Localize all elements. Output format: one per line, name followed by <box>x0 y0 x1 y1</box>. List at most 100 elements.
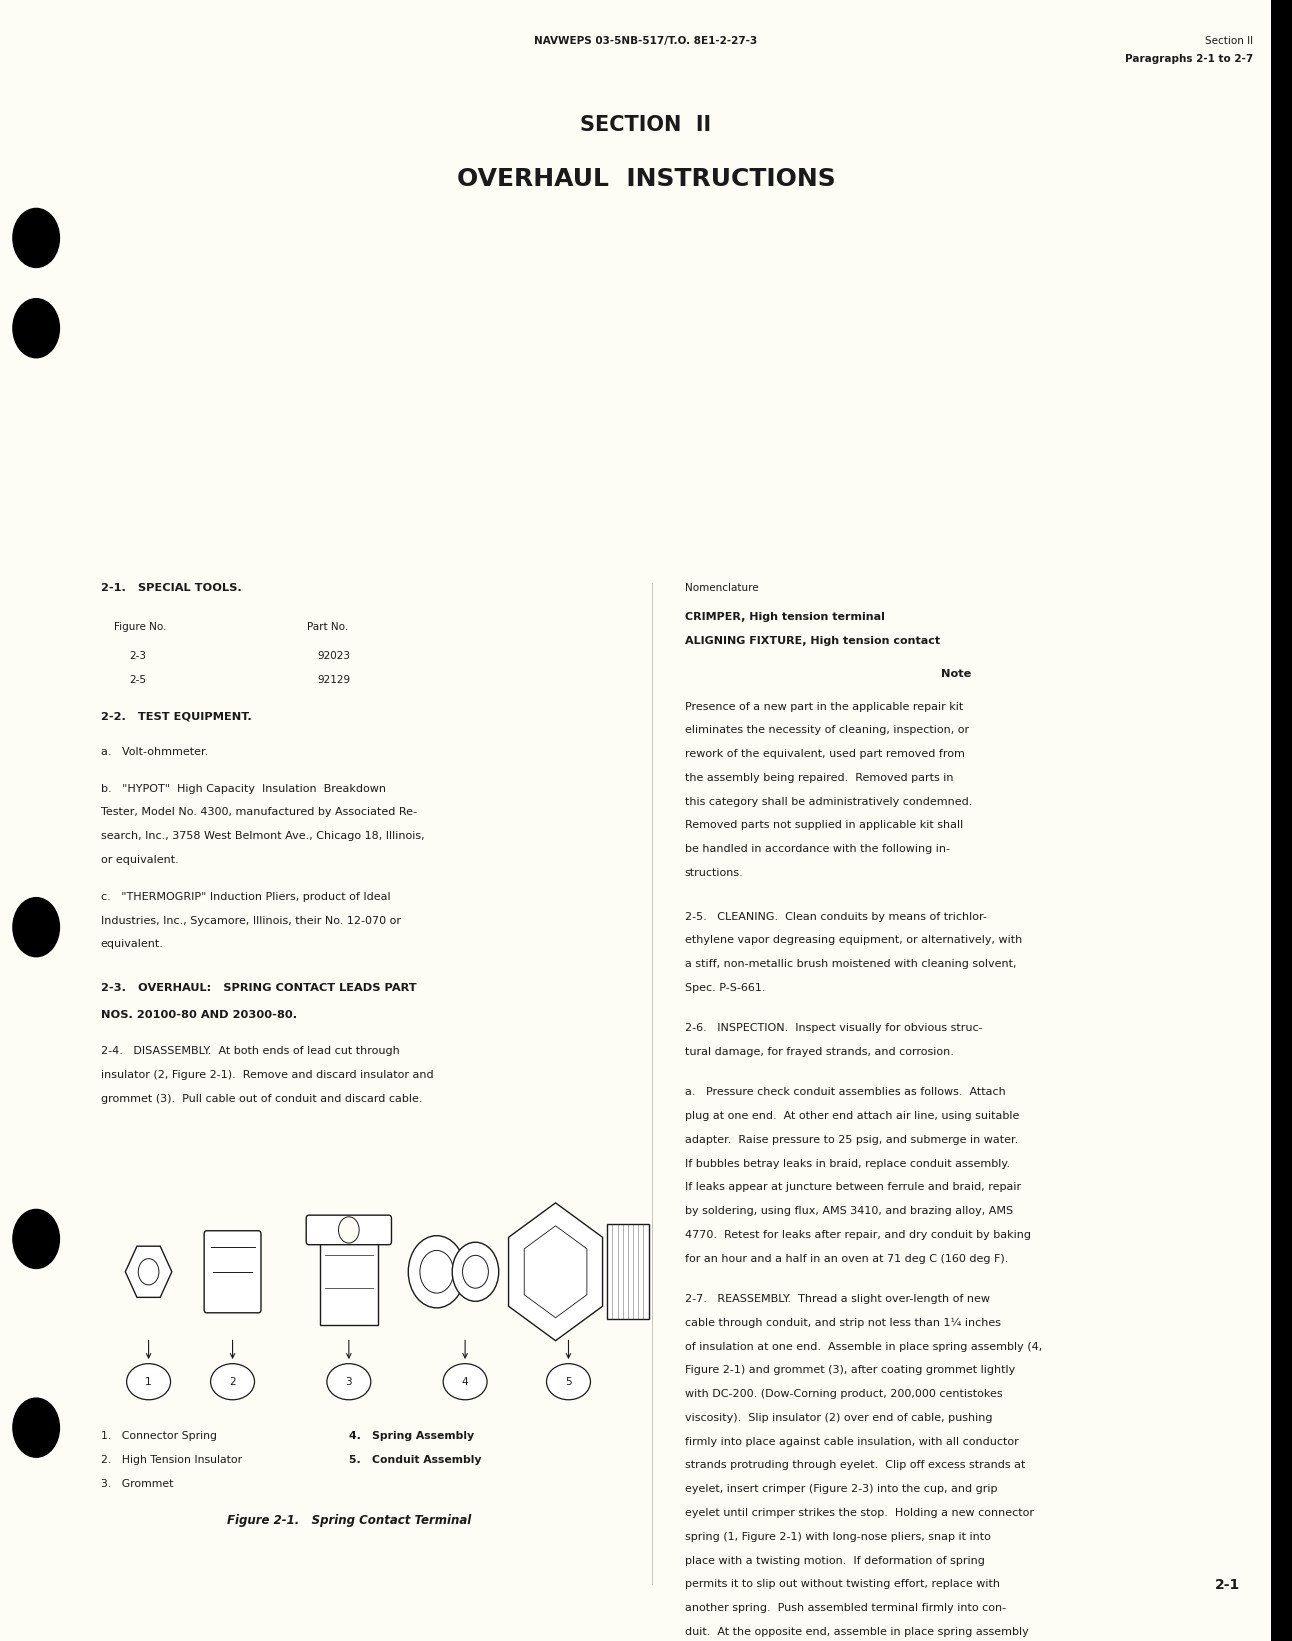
Text: adapter.  Raise pressure to 25 psig, and submerge in water.: adapter. Raise pressure to 25 psig, and … <box>685 1136 1018 1145</box>
Text: spring (1, Figure 2-1) with long-nose pliers, snap it into: spring (1, Figure 2-1) with long-nose pl… <box>685 1533 991 1543</box>
Text: a.   Volt-ohmmeter.: a. Volt-ohmmeter. <box>101 748 208 758</box>
Text: Industries, Inc., Sycamore, Illinois, their No. 12-070 or: Industries, Inc., Sycamore, Illinois, th… <box>101 916 401 926</box>
Text: 1: 1 <box>145 1377 152 1387</box>
FancyBboxPatch shape <box>204 1231 261 1313</box>
Text: by soldering, using flux, AMS 3410, and brazing alloy, AMS: by soldering, using flux, AMS 3410, and … <box>685 1206 1013 1216</box>
Text: rework of the equivalent, used part removed from: rework of the equivalent, used part remo… <box>685 748 965 760</box>
Text: insulator (2, Figure 2-1).  Remove and discard insulator and: insulator (2, Figure 2-1). Remove and di… <box>101 1070 433 1080</box>
Circle shape <box>463 1255 488 1288</box>
Text: CRIMPER, High tension terminal: CRIMPER, High tension terminal <box>685 612 885 622</box>
Text: 2.   High Tension Insulator: 2. High Tension Insulator <box>101 1454 242 1465</box>
Ellipse shape <box>127 1364 171 1400</box>
Text: Nomenclature: Nomenclature <box>685 583 758 592</box>
Text: permits it to slip out without twisting effort, replace with: permits it to slip out without twisting … <box>685 1580 1000 1590</box>
Text: be handled in accordance with the following in-: be handled in accordance with the follow… <box>685 843 950 855</box>
Ellipse shape <box>443 1364 487 1400</box>
Text: Part No.: Part No. <box>307 622 349 632</box>
Text: a stiff, non-metallic brush moistened with cleaning solvent,: a stiff, non-metallic brush moistened wi… <box>685 958 1017 970</box>
Text: or equivalent.: or equivalent. <box>101 855 178 865</box>
Text: structions.: structions. <box>685 868 743 878</box>
Text: cable through conduit, and strip not less than 1¼ inches: cable through conduit, and strip not les… <box>685 1318 1001 1328</box>
Text: SECTION  II: SECTION II <box>580 115 712 135</box>
Text: strands protruding through eyelet.  Clip off excess strands at: strands protruding through eyelet. Clip … <box>685 1460 1025 1470</box>
Text: 1.   Connector Spring: 1. Connector Spring <box>101 1431 217 1441</box>
Text: grommet (3).  Pull cable out of conduit and discard cable.: grommet (3). Pull cable out of conduit a… <box>101 1095 422 1104</box>
Circle shape <box>138 1259 159 1285</box>
Text: Presence of a new part in the applicable repair kit: Presence of a new part in the applicable… <box>685 702 963 712</box>
Text: 5: 5 <box>565 1377 572 1387</box>
Text: Note: Note <box>941 670 972 679</box>
Text: Spec. P-S-661.: Spec. P-S-661. <box>685 983 765 993</box>
Text: eyelet until crimper strikes the stop.  Holding a new connector: eyelet until crimper strikes the stop. H… <box>685 1508 1034 1518</box>
Text: 2-1.   SPECIAL TOOLS.: 2-1. SPECIAL TOOLS. <box>101 583 242 592</box>
Text: duit.  At the opposite end, assemble in place spring assembly: duit. At the opposite end, assemble in p… <box>685 1628 1028 1638</box>
Text: Paragraphs 2-1 to 2-7: Paragraphs 2-1 to 2-7 <box>1125 54 1253 64</box>
Circle shape <box>13 208 59 267</box>
Text: 3: 3 <box>345 1377 353 1387</box>
Text: ethylene vapor degreasing equipment, or alternatively, with: ethylene vapor degreasing equipment, or … <box>685 935 1022 945</box>
Text: 4.   Spring Assembly: 4. Spring Assembly <box>349 1431 474 1441</box>
Text: equivalent.: equivalent. <box>101 939 164 950</box>
Text: of insulation at one end.  Assemble in place spring assembly (4,: of insulation at one end. Assemble in pl… <box>685 1342 1043 1352</box>
Text: If bubbles betray leaks in braid, replace conduit assembly.: If bubbles betray leaks in braid, replac… <box>685 1159 1010 1168</box>
Text: 2-6.   INSPECTION.  Inspect visually for obvious struc-: 2-6. INSPECTION. Inspect visually for ob… <box>685 1022 982 1034</box>
Text: 2-3: 2-3 <box>129 651 146 661</box>
Text: 92129: 92129 <box>318 676 351 686</box>
Text: Figure 2-1) and grommet (3), after coating grommet lightly: Figure 2-1) and grommet (3), after coati… <box>685 1365 1016 1375</box>
Text: NOS. 20100-80 AND 20300-80.: NOS. 20100-80 AND 20300-80. <box>101 1011 297 1021</box>
Circle shape <box>408 1236 465 1308</box>
Circle shape <box>420 1250 453 1293</box>
Text: 2-1: 2-1 <box>1214 1577 1240 1592</box>
Circle shape <box>13 898 59 957</box>
Text: Removed parts not supplied in applicable kit shall: Removed parts not supplied in applicable… <box>685 820 963 830</box>
Text: 2-5: 2-5 <box>129 676 146 686</box>
Text: 2: 2 <box>229 1377 236 1387</box>
Text: 2-3.   OVERHAUL:   SPRING CONTACT LEADS PART: 2-3. OVERHAUL: SPRING CONTACT LEADS PART <box>101 983 416 993</box>
Text: If leaks appear at juncture between ferrule and braid, repair: If leaks appear at juncture between ferr… <box>685 1182 1021 1193</box>
Text: Figure No.: Figure No. <box>114 622 167 632</box>
Text: 2-4.   DISASSEMBLY.  At both ends of lead cut through: 2-4. DISASSEMBLY. At both ends of lead c… <box>101 1047 399 1057</box>
Text: with DC-200. (Dow-Corning product, 200,000 centistokes: with DC-200. (Dow-Corning product, 200,0… <box>685 1388 1003 1400</box>
Text: 2-7.   REASSEMBLY.  Thread a slight over-length of new: 2-7. REASSEMBLY. Thread a slight over-le… <box>685 1293 990 1305</box>
Text: another spring.  Push assembled terminal firmly into con-: another spring. Push assembled terminal … <box>685 1603 1006 1613</box>
Text: 2-2.   TEST EQUIPMENT.: 2-2. TEST EQUIPMENT. <box>101 712 252 722</box>
Text: ALIGNING FIXTURE, High tension contact: ALIGNING FIXTURE, High tension contact <box>685 635 939 647</box>
Text: c.   "THERMOGRIP" Induction Pliers, product of Ideal: c. "THERMOGRIP" Induction Pliers, produc… <box>101 893 390 903</box>
FancyBboxPatch shape <box>320 1218 379 1326</box>
Text: 3.   Grommet: 3. Grommet <box>101 1479 173 1488</box>
Ellipse shape <box>327 1364 371 1400</box>
Circle shape <box>13 299 59 358</box>
Bar <box>607 1224 649 1319</box>
Text: for an hour and a half in an oven at 71 deg C (160 deg F).: for an hour and a half in an oven at 71 … <box>685 1254 1008 1264</box>
Text: 5.   Conduit Assembly: 5. Conduit Assembly <box>349 1454 482 1465</box>
Circle shape <box>13 1209 59 1268</box>
Text: plug at one end.  At other end attach air line, using suitable: plug at one end. At other end attach air… <box>685 1111 1019 1121</box>
Text: Tester, Model No. 4300, manufactured by Associated Re-: Tester, Model No. 4300, manufactured by … <box>101 807 417 817</box>
Text: the assembly being repaired.  Removed parts in: the assembly being repaired. Removed par… <box>685 773 953 783</box>
Text: 4: 4 <box>461 1377 469 1387</box>
Text: place with a twisting motion.  If deformation of spring: place with a twisting motion. If deforma… <box>685 1556 985 1566</box>
Ellipse shape <box>211 1364 255 1400</box>
Circle shape <box>452 1242 499 1301</box>
Circle shape <box>339 1218 359 1244</box>
Text: 2-5.   CLEANING.  Clean conduits by means of trichlor-: 2-5. CLEANING. Clean conduits by means o… <box>685 911 987 922</box>
Text: Figure 2-1.   Spring Contact Terminal: Figure 2-1. Spring Contact Terminal <box>226 1515 472 1528</box>
Circle shape <box>13 1398 59 1457</box>
Text: search, Inc., 3758 West Belmont Ave., Chicago 18, Illinois,: search, Inc., 3758 West Belmont Ave., Ch… <box>101 830 424 842</box>
Text: tural damage, for frayed strands, and corrosion.: tural damage, for frayed strands, and co… <box>685 1047 953 1057</box>
Text: eyelet, insert crimper (Figure 2-3) into the cup, and grip: eyelet, insert crimper (Figure 2-3) into… <box>685 1485 997 1495</box>
Text: viscosity).  Slip insulator (2) over end of cable, pushing: viscosity). Slip insulator (2) over end … <box>685 1413 992 1423</box>
Text: 92023: 92023 <box>318 651 351 661</box>
Text: NAVWEPS 03-5NB-517/T.O. 8E1-2-27-3: NAVWEPS 03-5NB-517/T.O. 8E1-2-27-3 <box>535 36 757 46</box>
Ellipse shape <box>547 1364 590 1400</box>
Text: Section II: Section II <box>1205 36 1253 46</box>
FancyBboxPatch shape <box>306 1214 391 1244</box>
Bar <box>1271 0 1292 1641</box>
Text: eliminates the necessity of cleaning, inspection, or: eliminates the necessity of cleaning, in… <box>685 725 969 735</box>
Text: 4770.  Retest for leaks after repair, and dry conduit by baking: 4770. Retest for leaks after repair, and… <box>685 1231 1031 1241</box>
Text: firmly into place against cable insulation, with all conductor: firmly into place against cable insulati… <box>685 1438 1018 1447</box>
Text: b.   "HYPOT"  High Capacity  Insulation  Breakdown: b. "HYPOT" High Capacity Insulation Brea… <box>101 784 386 794</box>
Text: OVERHAUL  INSTRUCTIONS: OVERHAUL INSTRUCTIONS <box>456 167 836 192</box>
Text: this category shall be administratively condemned.: this category shall be administratively … <box>685 796 972 807</box>
Text: a.   Pressure check conduit assemblies as follows.  Attach: a. Pressure check conduit assemblies as … <box>685 1086 1005 1098</box>
